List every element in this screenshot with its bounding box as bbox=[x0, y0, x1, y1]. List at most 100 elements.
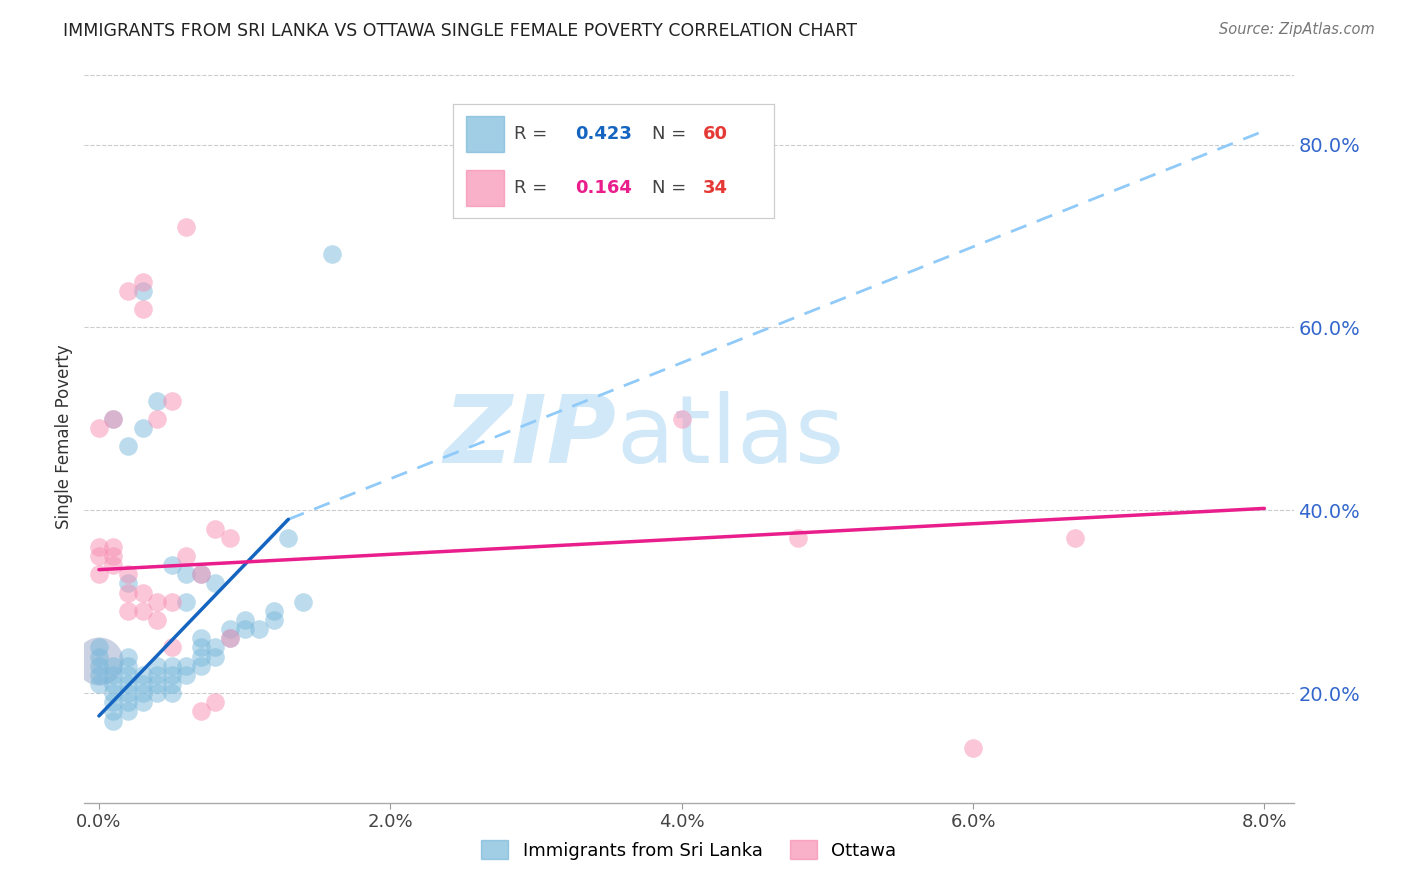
Point bbox=[117, 284, 139, 298]
Point bbox=[233, 613, 256, 627]
Point bbox=[190, 567, 212, 582]
Point bbox=[117, 695, 139, 709]
Point bbox=[103, 686, 125, 700]
Point bbox=[87, 677, 110, 691]
Point bbox=[190, 632, 212, 646]
Point bbox=[190, 705, 212, 719]
Point bbox=[190, 658, 212, 673]
Point bbox=[291, 594, 314, 608]
Point bbox=[117, 567, 139, 582]
Point bbox=[117, 576, 139, 591]
Point bbox=[103, 705, 125, 719]
Point bbox=[263, 613, 285, 627]
Point bbox=[176, 658, 198, 673]
Point bbox=[146, 613, 169, 627]
Point bbox=[277, 531, 299, 545]
Point bbox=[117, 658, 139, 673]
Point bbox=[131, 421, 153, 435]
Point bbox=[160, 640, 183, 655]
Point bbox=[204, 576, 226, 591]
Point bbox=[117, 585, 139, 599]
Point bbox=[103, 658, 125, 673]
Point bbox=[671, 412, 693, 426]
Point bbox=[176, 667, 198, 681]
Point bbox=[131, 667, 153, 681]
Point bbox=[117, 649, 139, 664]
Text: ZIP: ZIP bbox=[443, 391, 616, 483]
Point bbox=[219, 632, 242, 646]
Point bbox=[146, 686, 169, 700]
Point bbox=[1064, 531, 1087, 545]
Point bbox=[190, 649, 212, 664]
Text: IMMIGRANTS FROM SRI LANKA VS OTTAWA SINGLE FEMALE POVERTY CORRELATION CHART: IMMIGRANTS FROM SRI LANKA VS OTTAWA SING… bbox=[63, 22, 858, 40]
Point bbox=[131, 275, 153, 289]
Point bbox=[321, 247, 343, 261]
Point bbox=[247, 622, 270, 636]
Point bbox=[117, 686, 139, 700]
Point bbox=[103, 540, 125, 554]
Point bbox=[87, 667, 110, 681]
Point bbox=[103, 549, 125, 563]
Y-axis label: Single Female Poverty: Single Female Poverty bbox=[55, 345, 73, 529]
Point bbox=[87, 658, 110, 673]
Point bbox=[87, 640, 110, 655]
Point bbox=[962, 740, 984, 755]
Point bbox=[160, 658, 183, 673]
Point bbox=[131, 284, 153, 298]
Point bbox=[103, 677, 125, 691]
Point bbox=[233, 622, 256, 636]
Text: Source: ZipAtlas.com: Source: ZipAtlas.com bbox=[1219, 22, 1375, 37]
Point bbox=[204, 640, 226, 655]
Point bbox=[117, 705, 139, 719]
Point bbox=[146, 677, 169, 691]
Point bbox=[117, 604, 139, 618]
Point bbox=[87, 540, 110, 554]
Point bbox=[146, 667, 169, 681]
Point bbox=[263, 604, 285, 618]
Point bbox=[87, 421, 110, 435]
Point bbox=[117, 677, 139, 691]
Point bbox=[131, 686, 153, 700]
Point bbox=[204, 649, 226, 664]
Point bbox=[204, 521, 226, 535]
Point bbox=[176, 567, 198, 582]
Point bbox=[103, 667, 125, 681]
Point bbox=[176, 594, 198, 608]
Point bbox=[87, 649, 110, 664]
Legend: Immigrants from Sri Lanka, Ottawa: Immigrants from Sri Lanka, Ottawa bbox=[474, 833, 904, 867]
Point bbox=[103, 412, 125, 426]
Point bbox=[176, 219, 198, 234]
Point bbox=[160, 594, 183, 608]
Point bbox=[103, 558, 125, 573]
Point bbox=[146, 594, 169, 608]
Point bbox=[787, 531, 810, 545]
Point bbox=[103, 412, 125, 426]
Point bbox=[131, 585, 153, 599]
Text: atlas: atlas bbox=[616, 391, 845, 483]
Point bbox=[87, 654, 110, 668]
Point bbox=[131, 604, 153, 618]
Point bbox=[131, 302, 153, 317]
Point bbox=[146, 412, 169, 426]
Point bbox=[190, 567, 212, 582]
Point bbox=[176, 549, 198, 563]
Point bbox=[204, 695, 226, 709]
Point bbox=[146, 658, 169, 673]
Point bbox=[160, 667, 183, 681]
Point bbox=[87, 567, 110, 582]
Point bbox=[190, 640, 212, 655]
Point bbox=[219, 531, 242, 545]
Point bbox=[103, 714, 125, 728]
Point bbox=[160, 686, 183, 700]
Point bbox=[219, 622, 242, 636]
Point bbox=[131, 695, 153, 709]
Point bbox=[131, 677, 153, 691]
Point bbox=[146, 393, 169, 408]
Point bbox=[160, 558, 183, 573]
Point bbox=[87, 549, 110, 563]
Point bbox=[117, 439, 139, 453]
Point bbox=[103, 695, 125, 709]
Point bbox=[219, 632, 242, 646]
Point bbox=[160, 393, 183, 408]
Point bbox=[160, 677, 183, 691]
